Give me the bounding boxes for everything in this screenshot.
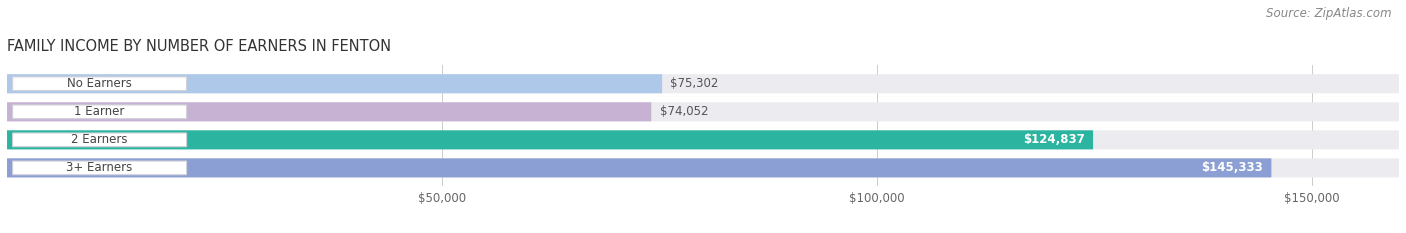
FancyBboxPatch shape [7,130,1092,149]
Text: 3+ Earners: 3+ Earners [66,161,132,174]
FancyBboxPatch shape [7,74,662,93]
Text: $124,837: $124,837 [1024,133,1084,146]
Text: $145,333: $145,333 [1201,161,1263,174]
FancyBboxPatch shape [7,102,651,121]
Text: FAMILY INCOME BY NUMBER OF EARNERS IN FENTON: FAMILY INCOME BY NUMBER OF EARNERS IN FE… [7,39,391,54]
Text: 1 Earner: 1 Earner [75,105,125,118]
FancyBboxPatch shape [13,105,187,119]
Text: Source: ZipAtlas.com: Source: ZipAtlas.com [1267,7,1392,20]
FancyBboxPatch shape [13,77,187,91]
FancyBboxPatch shape [13,133,187,147]
Text: $74,052: $74,052 [659,105,709,118]
FancyBboxPatch shape [7,158,1271,177]
FancyBboxPatch shape [7,102,1399,121]
Text: $75,302: $75,302 [671,77,718,90]
FancyBboxPatch shape [13,161,187,175]
FancyBboxPatch shape [7,158,1399,177]
FancyBboxPatch shape [7,130,1399,149]
FancyBboxPatch shape [7,74,1399,93]
Text: 2 Earners: 2 Earners [72,133,128,146]
Text: No Earners: No Earners [67,77,132,90]
